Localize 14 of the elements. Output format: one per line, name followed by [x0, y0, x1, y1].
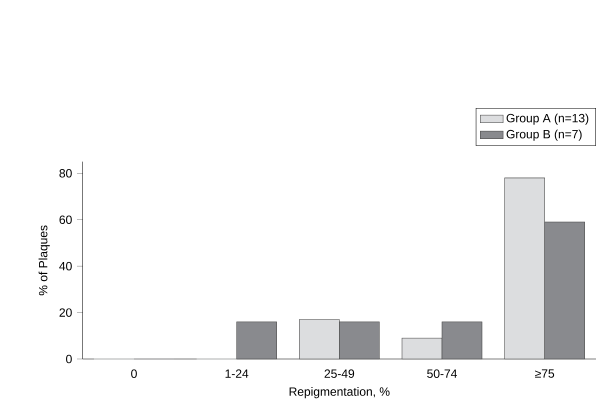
x-tick-label: 25-49: [324, 369, 354, 378]
y-axis-title: % of Plaques: [38, 225, 50, 296]
y-tick-label: 60: [60, 215, 72, 224]
legend-label: Group A (n=13): [506, 114, 588, 125]
y-tick-label: 80: [59, 169, 72, 178]
x-axis-title: Repigmentation, %: [290, 387, 390, 398]
legend-label: Group B (n=7): [506, 130, 582, 141]
y-tick-label: 0: [66, 354, 72, 364]
x-tick-label: ≥75: [535, 369, 554, 378]
x-tick-label: 1-24: [226, 369, 248, 378]
x-tick-label: 0: [131, 369, 137, 378]
x-tick-label: 50-74: [427, 369, 457, 378]
y-tick-label: 40: [59, 262, 72, 270]
y-tick-label: 20: [60, 308, 72, 317]
